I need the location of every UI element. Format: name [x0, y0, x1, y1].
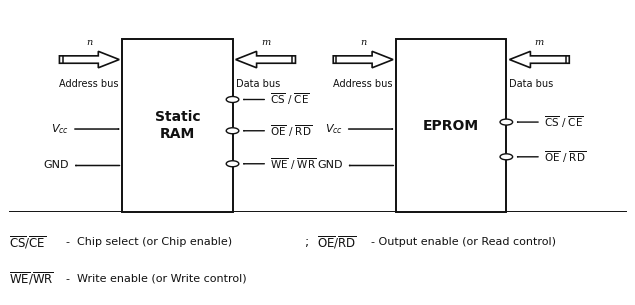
Text: m: m: [261, 38, 271, 47]
Text: -  Write enable (or Write control): - Write enable (or Write control): [65, 273, 246, 283]
Text: $\overline{\rm CS}$ / $\overline{\rm CE}$: $\overline{\rm CS}$ / $\overline{\rm CE}…: [544, 114, 584, 130]
Text: n: n: [360, 38, 366, 47]
Circle shape: [500, 154, 512, 160]
Text: n: n: [86, 38, 93, 47]
Text: -  Chip select (or Chip enable): - Chip select (or Chip enable): [65, 237, 232, 247]
Polygon shape: [60, 51, 119, 68]
Circle shape: [500, 119, 512, 125]
Text: Address bus: Address bus: [333, 79, 392, 89]
Bar: [123, 39, 232, 212]
Text: $\overline{\rm WE}$/$\overline{\rm WR}$: $\overline{\rm WE}$/$\overline{\rm WR}$: [9, 270, 54, 287]
Polygon shape: [236, 51, 295, 68]
Polygon shape: [509, 51, 570, 68]
Circle shape: [226, 161, 239, 167]
Text: $\overline{\rm OE}$/$\overline{\rm RD}$: $\overline{\rm OE}$/$\overline{\rm RD}$: [318, 234, 358, 251]
Text: $\overline{\rm CS}$/$\overline{\rm CE}$: $\overline{\rm CS}$/$\overline{\rm CE}$: [9, 234, 46, 251]
Text: GND: GND: [43, 160, 69, 170]
Text: $\mathit{V}_{cc}$: $\mathit{V}_{cc}$: [51, 122, 69, 136]
Text: m: m: [535, 38, 544, 47]
Text: $\mathit{V}_{cc}$: $\mathit{V}_{cc}$: [324, 122, 343, 136]
Text: Data bus: Data bus: [509, 79, 554, 89]
Text: $\overline{\rm OE}$ / $\overline{\rm RD}$: $\overline{\rm OE}$ / $\overline{\rm RD}…: [271, 123, 312, 138]
Polygon shape: [333, 51, 393, 68]
Circle shape: [226, 96, 239, 102]
Text: Address bus: Address bus: [60, 79, 119, 89]
Text: ;: ;: [305, 236, 309, 249]
Text: Data bus: Data bus: [236, 79, 280, 89]
Text: EPROM: EPROM: [423, 119, 479, 133]
Text: $\overline{\rm CS}$ / $\overline{\rm CE}$: $\overline{\rm CS}$ / $\overline{\rm CE}…: [271, 92, 310, 107]
Text: - Output enable (or Read control): - Output enable (or Read control): [371, 237, 556, 247]
Bar: [396, 39, 506, 212]
Text: $\overline{\rm OE}$ / $\overline{\rm RD}$: $\overline{\rm OE}$ / $\overline{\rm RD}…: [544, 149, 586, 165]
Text: Static
RAM: Static RAM: [155, 110, 200, 141]
Text: GND: GND: [317, 160, 343, 170]
Text: $\overline{\rm WE}$ / $\overline{\rm WR}$: $\overline{\rm WE}$ / $\overline{\rm WR}…: [271, 156, 317, 171]
Circle shape: [226, 128, 239, 134]
